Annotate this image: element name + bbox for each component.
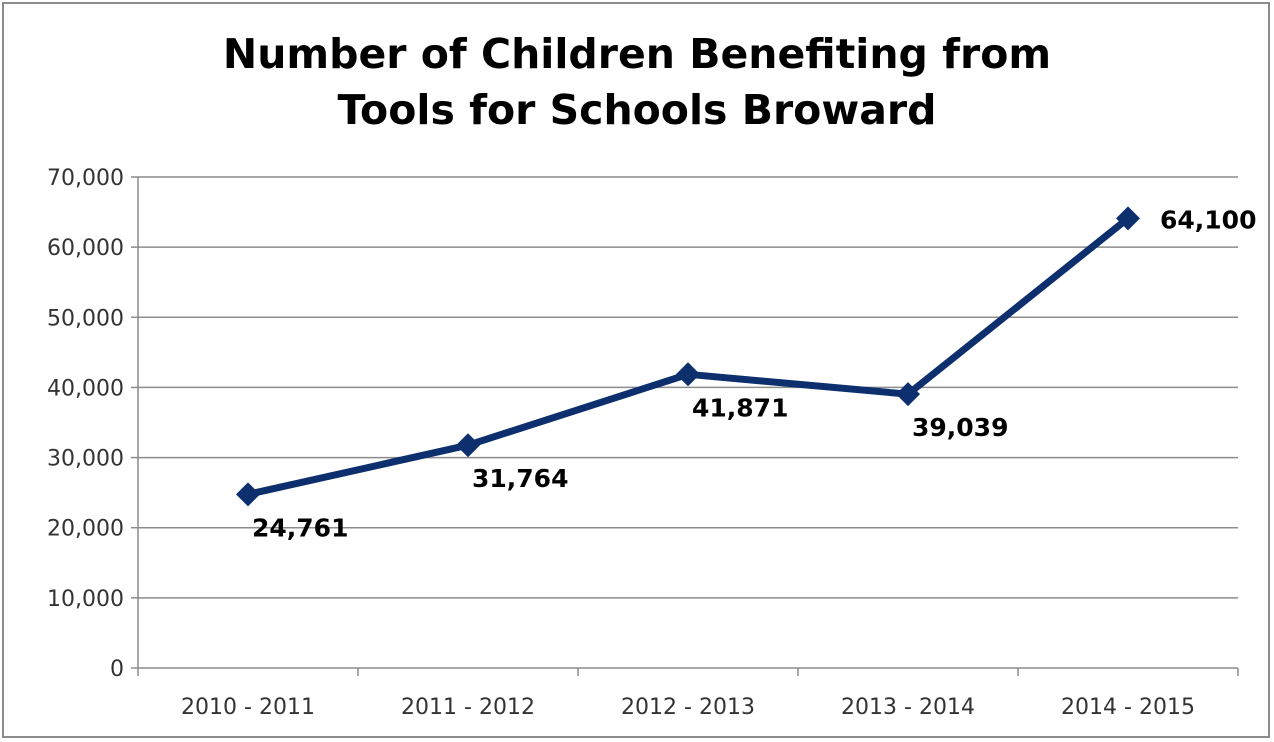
x-tick-label: 2011 - 2012 (401, 695, 535, 720)
data-label: 39,039 (912, 413, 1008, 442)
y-tick-label: 60,000 (47, 236, 124, 261)
chart-title-line-1: Number of Children Benefiting from (222, 30, 1052, 78)
y-tick-label: 0 (110, 657, 124, 682)
axes (131, 176, 1239, 676)
y-tick-label: 40,000 (47, 376, 124, 401)
data-labels: 24,761 31,764 41,871 39,039 64,100 (252, 205, 1256, 542)
data-point-marker (1116, 206, 1140, 231)
gridlines (138, 176, 1238, 599)
x-tick-label: 2010 - 2011 (181, 695, 315, 720)
data-series (236, 206, 1140, 507)
data-point-marker (236, 482, 260, 507)
y-tick-label: 70,000 (47, 166, 124, 191)
x-tick-label: 2014 - 2015 (1061, 695, 1195, 720)
chart-title: Number of Children Benefiting from Tools… (0, 26, 1274, 138)
y-tick-label: 10,000 (47, 587, 124, 612)
data-point-marker (456, 433, 480, 458)
series-line (247, 215, 1131, 498)
x-tick-label: 2013 - 2014 (841, 695, 975, 720)
data-label: 31,764 (472, 464, 568, 493)
data-label: 24,761 (252, 513, 348, 542)
y-tick-label: 30,000 (47, 447, 124, 472)
data-point-marker (676, 362, 700, 387)
x-axis-tick-labels: 2010 - 2011 2011 - 2012 2012 - 2013 2013 - … (181, 695, 1195, 720)
data-label: 64,100 (1160, 205, 1256, 234)
y-tick-label: 50,000 (47, 306, 124, 331)
chart-title-line-2: Tools for Schools Broward (337, 86, 937, 134)
y-tick-label: 20,000 (47, 517, 124, 542)
x-tick-label: 2012 - 2013 (621, 695, 755, 720)
y-axis-tick-labels: 0 10,000 20,000 30,000 40,000 50,000 60,000 70,… (47, 166, 124, 682)
data-point-marker (896, 382, 920, 407)
data-label: 41,871 (692, 393, 788, 422)
